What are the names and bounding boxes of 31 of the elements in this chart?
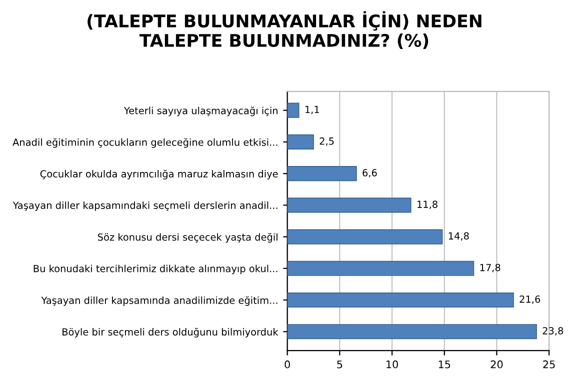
y-tick-label: Böyle bir seçmeli ders olduğunu bilmiyorduk xyxy=(62,328,278,338)
data-label: 17,8 xyxy=(480,264,500,272)
y-tick-label: Anadil eğitiminin çocukların geleceğine olumlu etkisi... xyxy=(12,138,278,148)
y-tick-label: Yeterli sayıya ulaşmayacağı için xyxy=(124,106,278,116)
data-label: 11,8 xyxy=(418,200,438,209)
data-label: 21,6 xyxy=(520,295,540,304)
data-label: 1,1 xyxy=(305,106,319,114)
bar xyxy=(287,229,443,244)
x-tick-label: 15 xyxy=(438,360,450,368)
x-tick-label: 20 xyxy=(490,360,503,368)
x-tick-label: 10 xyxy=(386,360,398,368)
y-tick-label: Çocuklar okulda ayrımcılığa maruz kalmasın diye xyxy=(40,170,278,180)
y-tick-label: Bu konudaki tercihlerimiz dikkate alınmayıp okul... xyxy=(34,264,278,274)
data-label: 23,8 xyxy=(542,327,564,336)
data-label: 6,6 xyxy=(362,169,377,178)
bar xyxy=(287,134,314,150)
bar xyxy=(287,102,300,118)
bar xyxy=(287,166,357,182)
x-tick-label: 25 xyxy=(543,360,555,368)
bar xyxy=(287,260,474,276)
chart-title: (TALEPTE BULUNMAYANLAR İÇİN) NEDEN TALEPTE BULUNMADINIZ? (%) xyxy=(88,11,482,50)
x-tick-label: 5 xyxy=(337,360,342,368)
bar xyxy=(287,292,514,308)
y-tick-label: Yaşayan diller kapsamındaki seçmeli derslerin anadil... xyxy=(12,201,278,211)
y-tick-label: Söz konusu dersi seçecek yaşta değil xyxy=(98,232,278,243)
bar xyxy=(287,198,412,213)
data-label: 2,5 xyxy=(320,137,334,146)
x-tick-label: 0 xyxy=(284,360,290,368)
bar xyxy=(287,324,537,340)
data-label: 14,8 xyxy=(448,232,469,241)
y-tick-label: Yaşayan diller kapsamında anadilimizde eğitim... xyxy=(41,296,278,306)
